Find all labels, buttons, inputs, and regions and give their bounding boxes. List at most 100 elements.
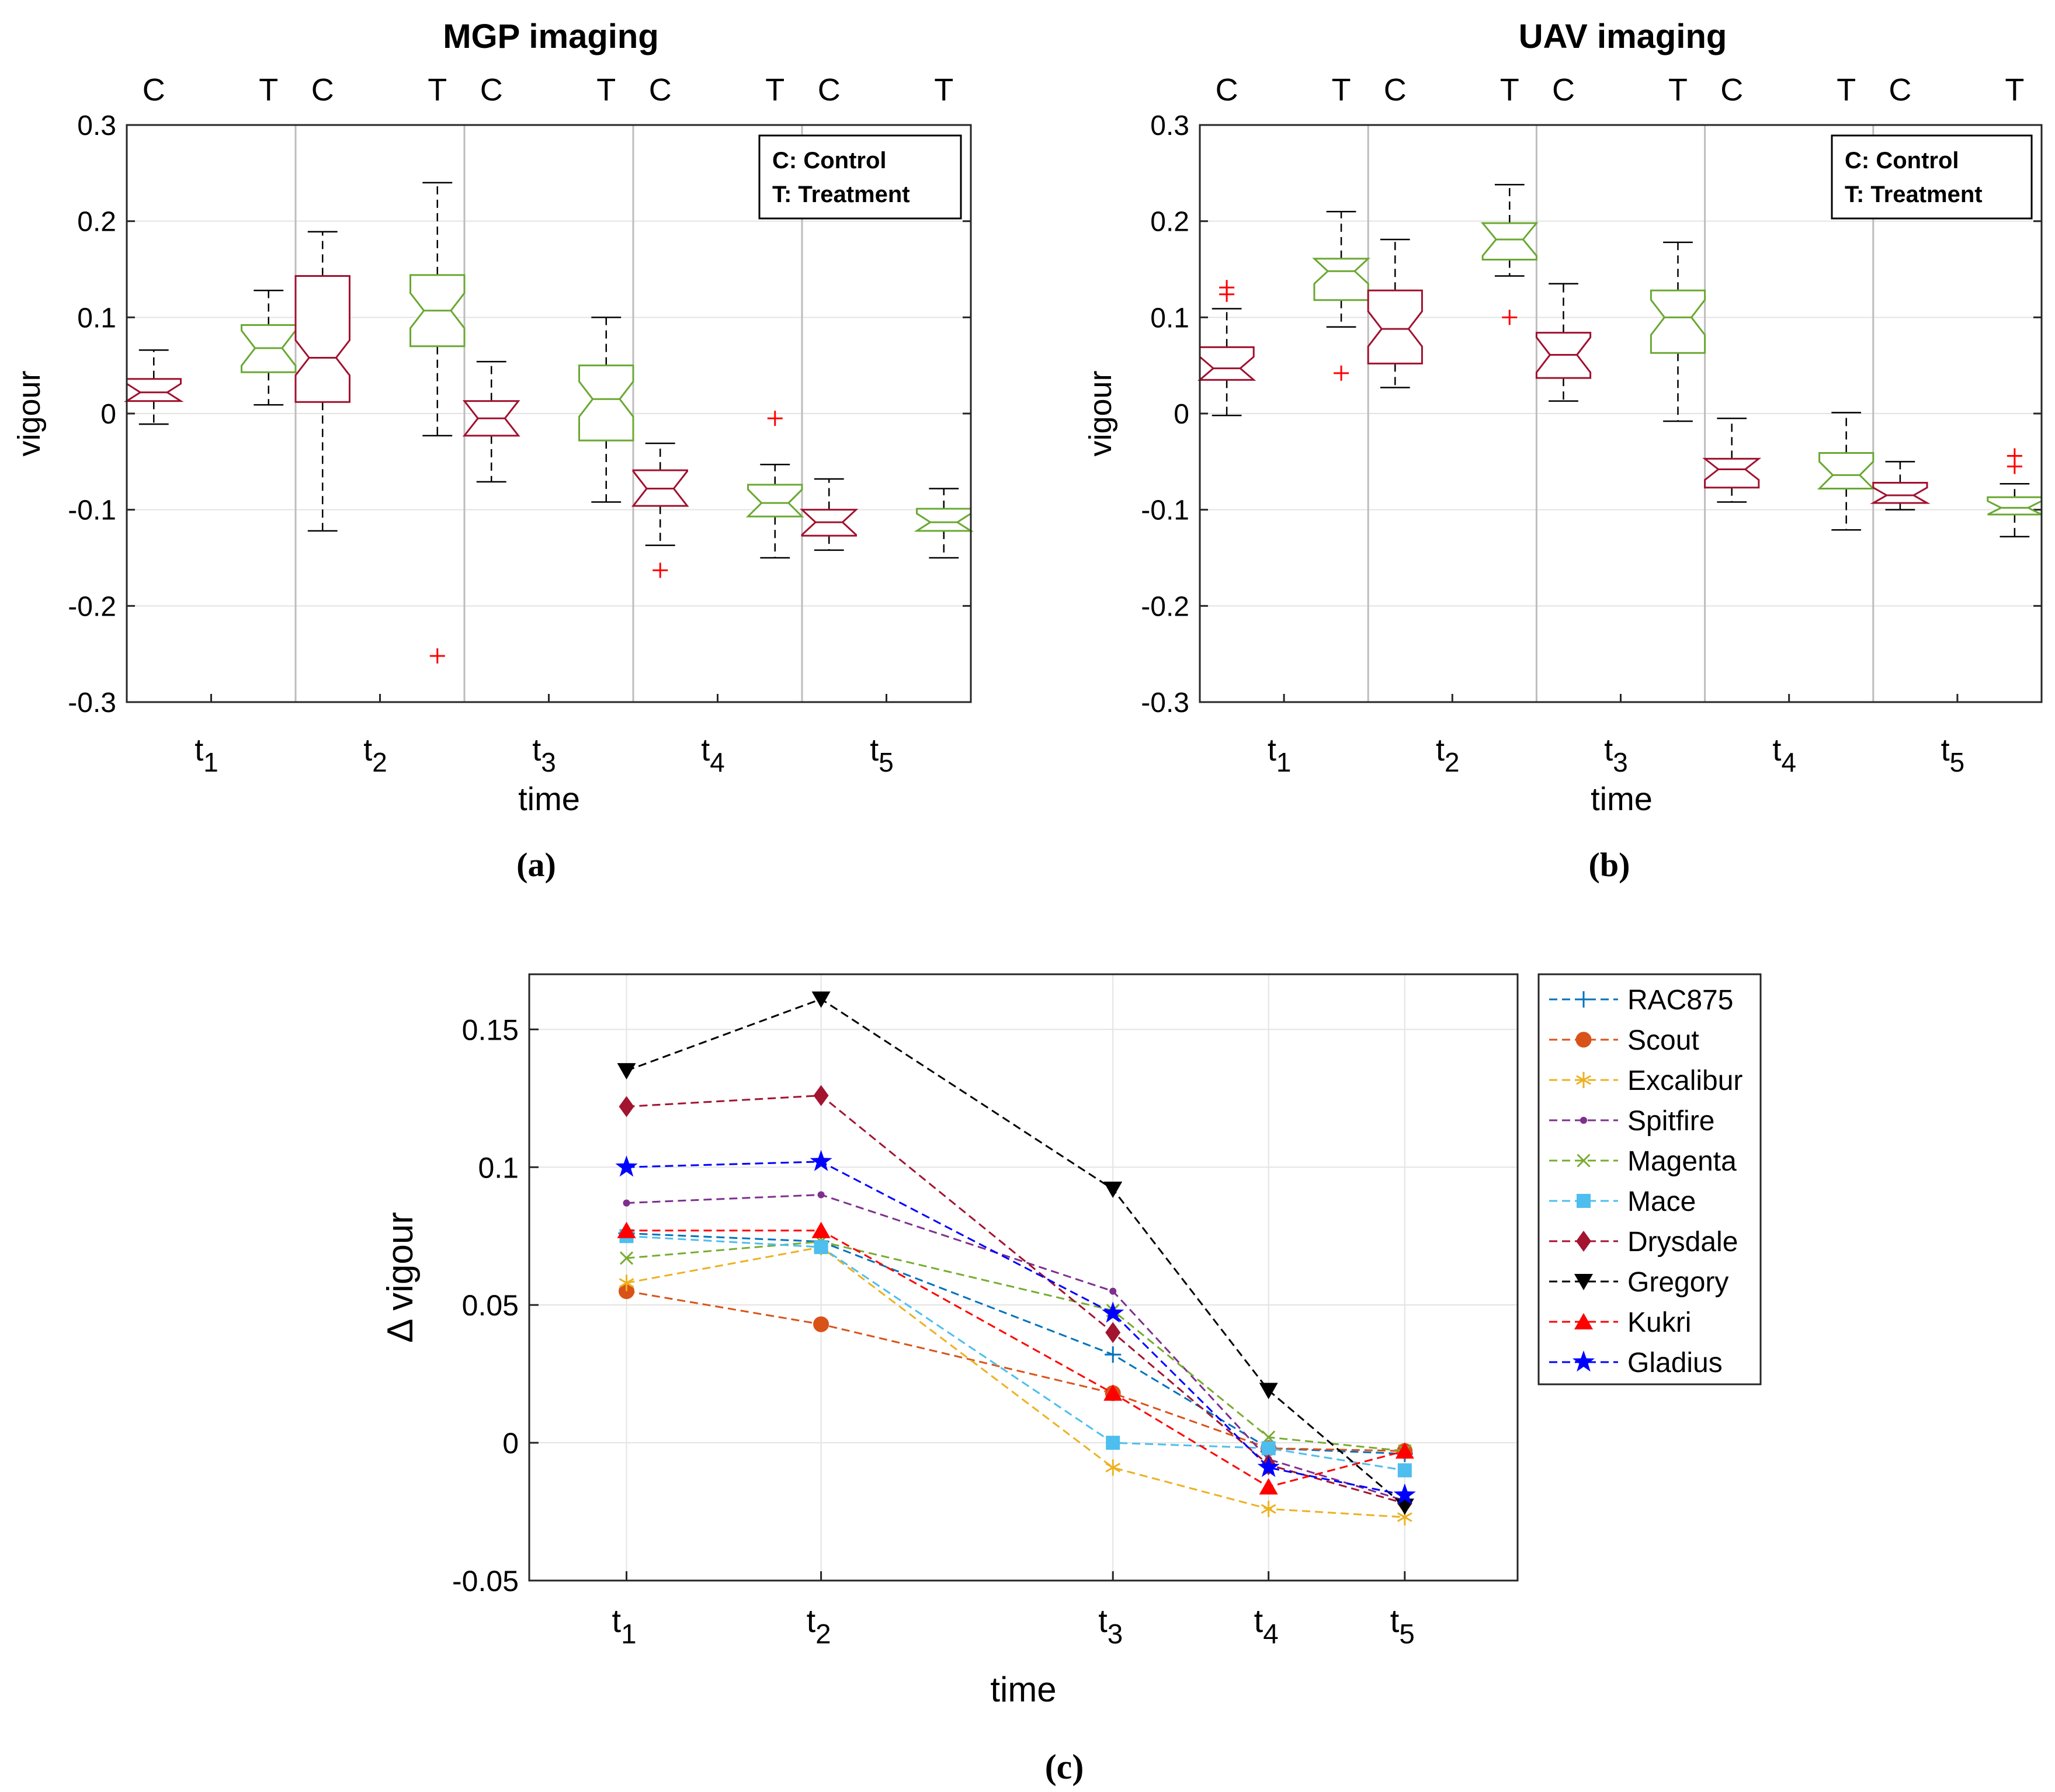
panel-b-xtick-label: t2: [1436, 732, 1460, 777]
data-point-drysdale: [619, 1096, 634, 1117]
legend-label-kukri: Kukri: [1627, 1307, 1691, 1338]
data-point-excalibur: [619, 1274, 634, 1291]
panel-c-xtick-label: t2: [807, 1602, 831, 1650]
legend-entry-rac875: RAC875: [1549, 985, 1733, 1016]
panel-b-box-treatment: [1650, 289, 1706, 354]
data-point-rac875: [1105, 1346, 1122, 1363]
legend-label-magenta: Magenta: [1627, 1146, 1737, 1177]
panel-b-top-label: T: [1668, 72, 1688, 107]
panel-a-legend: C: Control T: Treatment: [758, 134, 962, 220]
legend-marker-magenta: [1577, 1154, 1591, 1168]
panel-a-legend-control: C: Control: [772, 148, 887, 173]
panel-a-xlabel: time: [518, 780, 580, 817]
legend-marker-mace: [1577, 1194, 1591, 1208]
data-point-magenta: [619, 1251, 634, 1265]
panel-b-ylabel: vigour: [1083, 370, 1118, 456]
panel-c-label: (c): [1045, 1748, 1084, 1786]
panel-b-label: (b): [1589, 846, 1630, 884]
legend-entry-excalibur: Excalibur: [1549, 1065, 1742, 1096]
legend-entry-kukri: Kukri: [1549, 1307, 1691, 1338]
legend-label-gladius: Gladius: [1627, 1348, 1723, 1378]
panel-c-plot-area: -0.05 0 0.05 0.1 0.15 t1 t2 t3 t4 t5: [452, 974, 1518, 1650]
panel-b-box-control: [1702, 457, 1762, 489]
panel-c-xtick-label: t3: [1098, 1602, 1123, 1650]
data-point-mace: [1106, 1436, 1120, 1450]
legend-label-gregory: Gregory: [1627, 1267, 1728, 1298]
data-point-gregory: [1103, 1182, 1123, 1199]
legend-marker-drysdale: [1576, 1231, 1591, 1252]
panel-a-box-control: [123, 378, 184, 402]
panel-a-box-treatment: [578, 364, 634, 442]
legend-label-drysdale: Drysdale: [1627, 1227, 1738, 1258]
panel-b-outlier: [1219, 280, 1235, 296]
panel-a-xtick-label: t3: [532, 732, 556, 777]
panel-b-legend-box: [1831, 134, 2033, 220]
data-point-gladius: [1257, 1456, 1280, 1477]
panel-a-box-treatment: [745, 484, 804, 518]
data-point-kukri: [617, 1221, 636, 1238]
panel-b-xtick-label: t5: [1941, 732, 1965, 777]
panel-c: -0.05 0 0.05 0.1 0.15 t1 t2 t3 t4 t5 RAC875 Scout E…: [380, 973, 1762, 1786]
legend-marker-spitfire: [1580, 1117, 1587, 1124]
panel-a-top-label: T: [428, 72, 447, 107]
panel-b-top-label: C: [1720, 72, 1743, 107]
series-line-excalibur: [626, 1246, 1405, 1518]
legend-entry-drysdale: Drysdale: [1549, 1227, 1738, 1258]
data-point-kukri: [1259, 1478, 1278, 1495]
data-point-gladius: [1393, 1483, 1416, 1505]
panel-a-xtick-label: t2: [363, 732, 387, 777]
panel-a-top-label: C: [143, 72, 165, 107]
panel-b-legend: C: Control T: Treatment: [1831, 134, 2033, 220]
panel-a-xtick-label: t1: [195, 732, 218, 777]
legend-label-excalibur: Excalibur: [1627, 1065, 1742, 1096]
panel-b-xtick-label: t1: [1268, 732, 1292, 777]
panel-c-xlabel: time: [990, 1670, 1056, 1709]
panel-a-ylabel: vigour: [12, 370, 47, 456]
panel-c-ylabel: Δ vigour: [380, 1212, 421, 1343]
panel-a-legend-box: [758, 134, 962, 220]
panel-b-top-label: T: [1837, 72, 1856, 107]
series-line-magenta: [626, 1241, 1405, 1452]
panel-b-top-label: C: [1216, 72, 1238, 107]
panel-b-xtick-label: t3: [1604, 732, 1628, 777]
panel-b-box-treatment: [1817, 452, 1876, 489]
series-line-mace: [626, 1235, 1405, 1471]
panel-b-outlier: [2007, 448, 2022, 464]
panel-a-box-control: [294, 275, 350, 403]
series-line-spitfire: [626, 1193, 1405, 1502]
data-point-kukri: [1103, 1384, 1123, 1401]
panel-b-top-label: C: [1552, 72, 1575, 107]
data-point-drysdale: [813, 1085, 829, 1106]
panel-a-legend-treatment: T: Treatment: [772, 182, 910, 207]
panel-a-ytick-label: -0.1: [68, 495, 116, 526]
data-point-mace: [1397, 1463, 1412, 1478]
panel-a-ytick-label: -0.2: [68, 591, 116, 622]
legend-entry-scout: Scout: [1549, 1025, 1699, 1056]
data-point-excalibur: [1105, 1459, 1121, 1476]
data-point-kukri: [811, 1221, 831, 1238]
data-point-kukri: [1395, 1442, 1414, 1459]
panel-b-ytick-label: 0: [1174, 399, 1189, 430]
panel-a-top-label: T: [765, 72, 784, 107]
data-point-spitfire: [817, 1191, 825, 1199]
panel-a-top-label: C: [480, 72, 503, 107]
panel-c-ytick-label: -0.05: [452, 1565, 519, 1597]
panel-a-top-label: T: [596, 72, 616, 107]
panel-a-axes-frame: [126, 124, 972, 703]
panel-b-legend-treatment: T: Treatment: [1845, 182, 1983, 207]
panel-b-top-label: T: [2005, 72, 2024, 107]
legend-entry-spitfire: Spitfire: [1549, 1106, 1714, 1137]
panel-c-legend-box: [1537, 973, 1762, 1385]
legend-label-scout: Scout: [1627, 1025, 1699, 1056]
panel-a-xtick-label: t4: [701, 732, 725, 777]
data-point-spitfire: [623, 1199, 630, 1207]
panel-a-top-label: T: [259, 72, 278, 107]
panel-c-xtick-label: t1: [612, 1602, 637, 1650]
legend-entry-mace: Mace: [1549, 1186, 1696, 1217]
legend-marker-scout: [1575, 1032, 1592, 1048]
data-point-gregory: [811, 991, 831, 1008]
panel-b-top-label: T: [1500, 72, 1519, 107]
